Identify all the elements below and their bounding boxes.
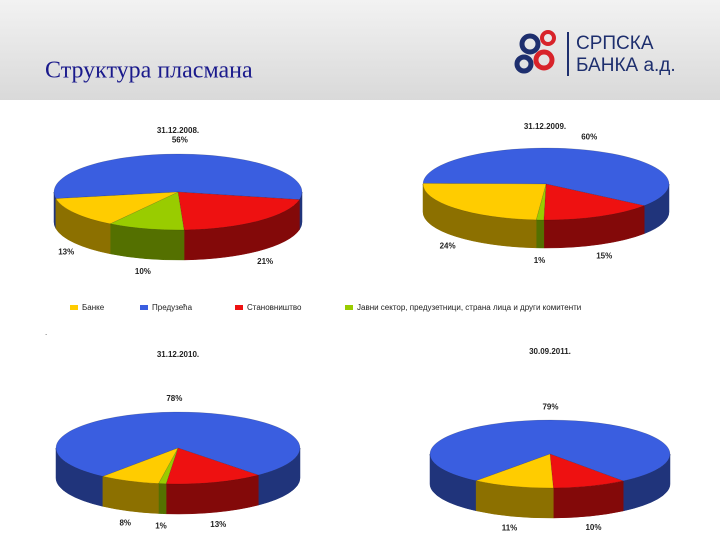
data-label: 10% — [585, 523, 601, 532]
pie-slice — [422, 183, 547, 221]
legend-label: Јавни сектор, предузетници, страна лица … — [357, 303, 581, 312]
slice-side — [535, 219, 545, 249]
pie-slice — [535, 183, 547, 221]
slice-side — [158, 483, 167, 515]
pie-slice — [165, 447, 260, 485]
pie-sides — [55, 447, 301, 515]
data-label: 13% — [210, 520, 226, 529]
pie-slice — [549, 453, 625, 489]
data-label: 1% — [155, 522, 167, 531]
legend-swatch — [345, 305, 353, 310]
pie-tops — [422, 147, 670, 221]
legend-label: Предузећа — [152, 303, 193, 312]
pie-sides — [429, 453, 671, 519]
pie-slice — [177, 191, 300, 231]
logo-icon — [514, 30, 556, 74]
chart-title: 31.12.2009. — [524, 122, 566, 131]
data-label: 13% — [58, 247, 74, 256]
logo-line: СРПСКА — [576, 33, 654, 54]
pie-slice — [422, 147, 670, 206]
pie-slice — [158, 447, 179, 485]
pie-tops — [429, 419, 671, 489]
header-band — [0, 0, 720, 100]
data-label: 21% — [257, 257, 273, 266]
dot: . — [45, 328, 47, 337]
data-label: 79% — [542, 403, 558, 412]
data-label: 56% — [172, 136, 188, 145]
legend-swatch — [235, 305, 243, 310]
pie-sides — [422, 183, 670, 249]
pie-slice — [53, 153, 303, 200]
legend-swatch — [140, 305, 148, 310]
data-label: 1% — [534, 256, 546, 265]
pie-tops — [55, 411, 301, 485]
chart-title: 30.09.2011. — [529, 347, 571, 356]
logo-line: БАНКА а.д. — [576, 55, 676, 76]
pie-slice — [429, 419, 671, 482]
data-label: 60% — [581, 133, 597, 142]
legend-swatch — [70, 305, 78, 310]
data-label: 11% — [502, 523, 518, 532]
pie-slice — [55, 191, 179, 225]
chart-title: 31.12.2008. — [157, 126, 199, 135]
data-label: 24% — [440, 241, 456, 250]
pie-slice — [543, 183, 646, 221]
pie-labels: 78% 13% 1% 8% — [119, 394, 226, 531]
pie-labels: 79% 10% 11% — [502, 403, 602, 533]
pie-labels: 60% 15% 1% 24% — [440, 133, 613, 265]
pie-sides — [53, 191, 303, 261]
slide-title: Структура пласмана — [45, 58, 253, 84]
pie-slice — [109, 191, 185, 231]
pie-labels: 56% 21% 10% 13% — [58, 136, 273, 276]
data-label: 78% — [166, 394, 182, 403]
pie-slice — [475, 453, 554, 489]
legend-label: Становништво — [247, 303, 302, 312]
data-label: 15% — [596, 252, 612, 261]
pie-slice — [55, 411, 301, 477]
pie-slice — [102, 447, 179, 484]
pie-tops — [53, 153, 303, 231]
chart-title: 31.12.2010. — [157, 350, 199, 359]
legend-label: Банке — [82, 303, 105, 312]
data-label: 10% — [135, 267, 151, 276]
data-label: 8% — [119, 518, 131, 527]
